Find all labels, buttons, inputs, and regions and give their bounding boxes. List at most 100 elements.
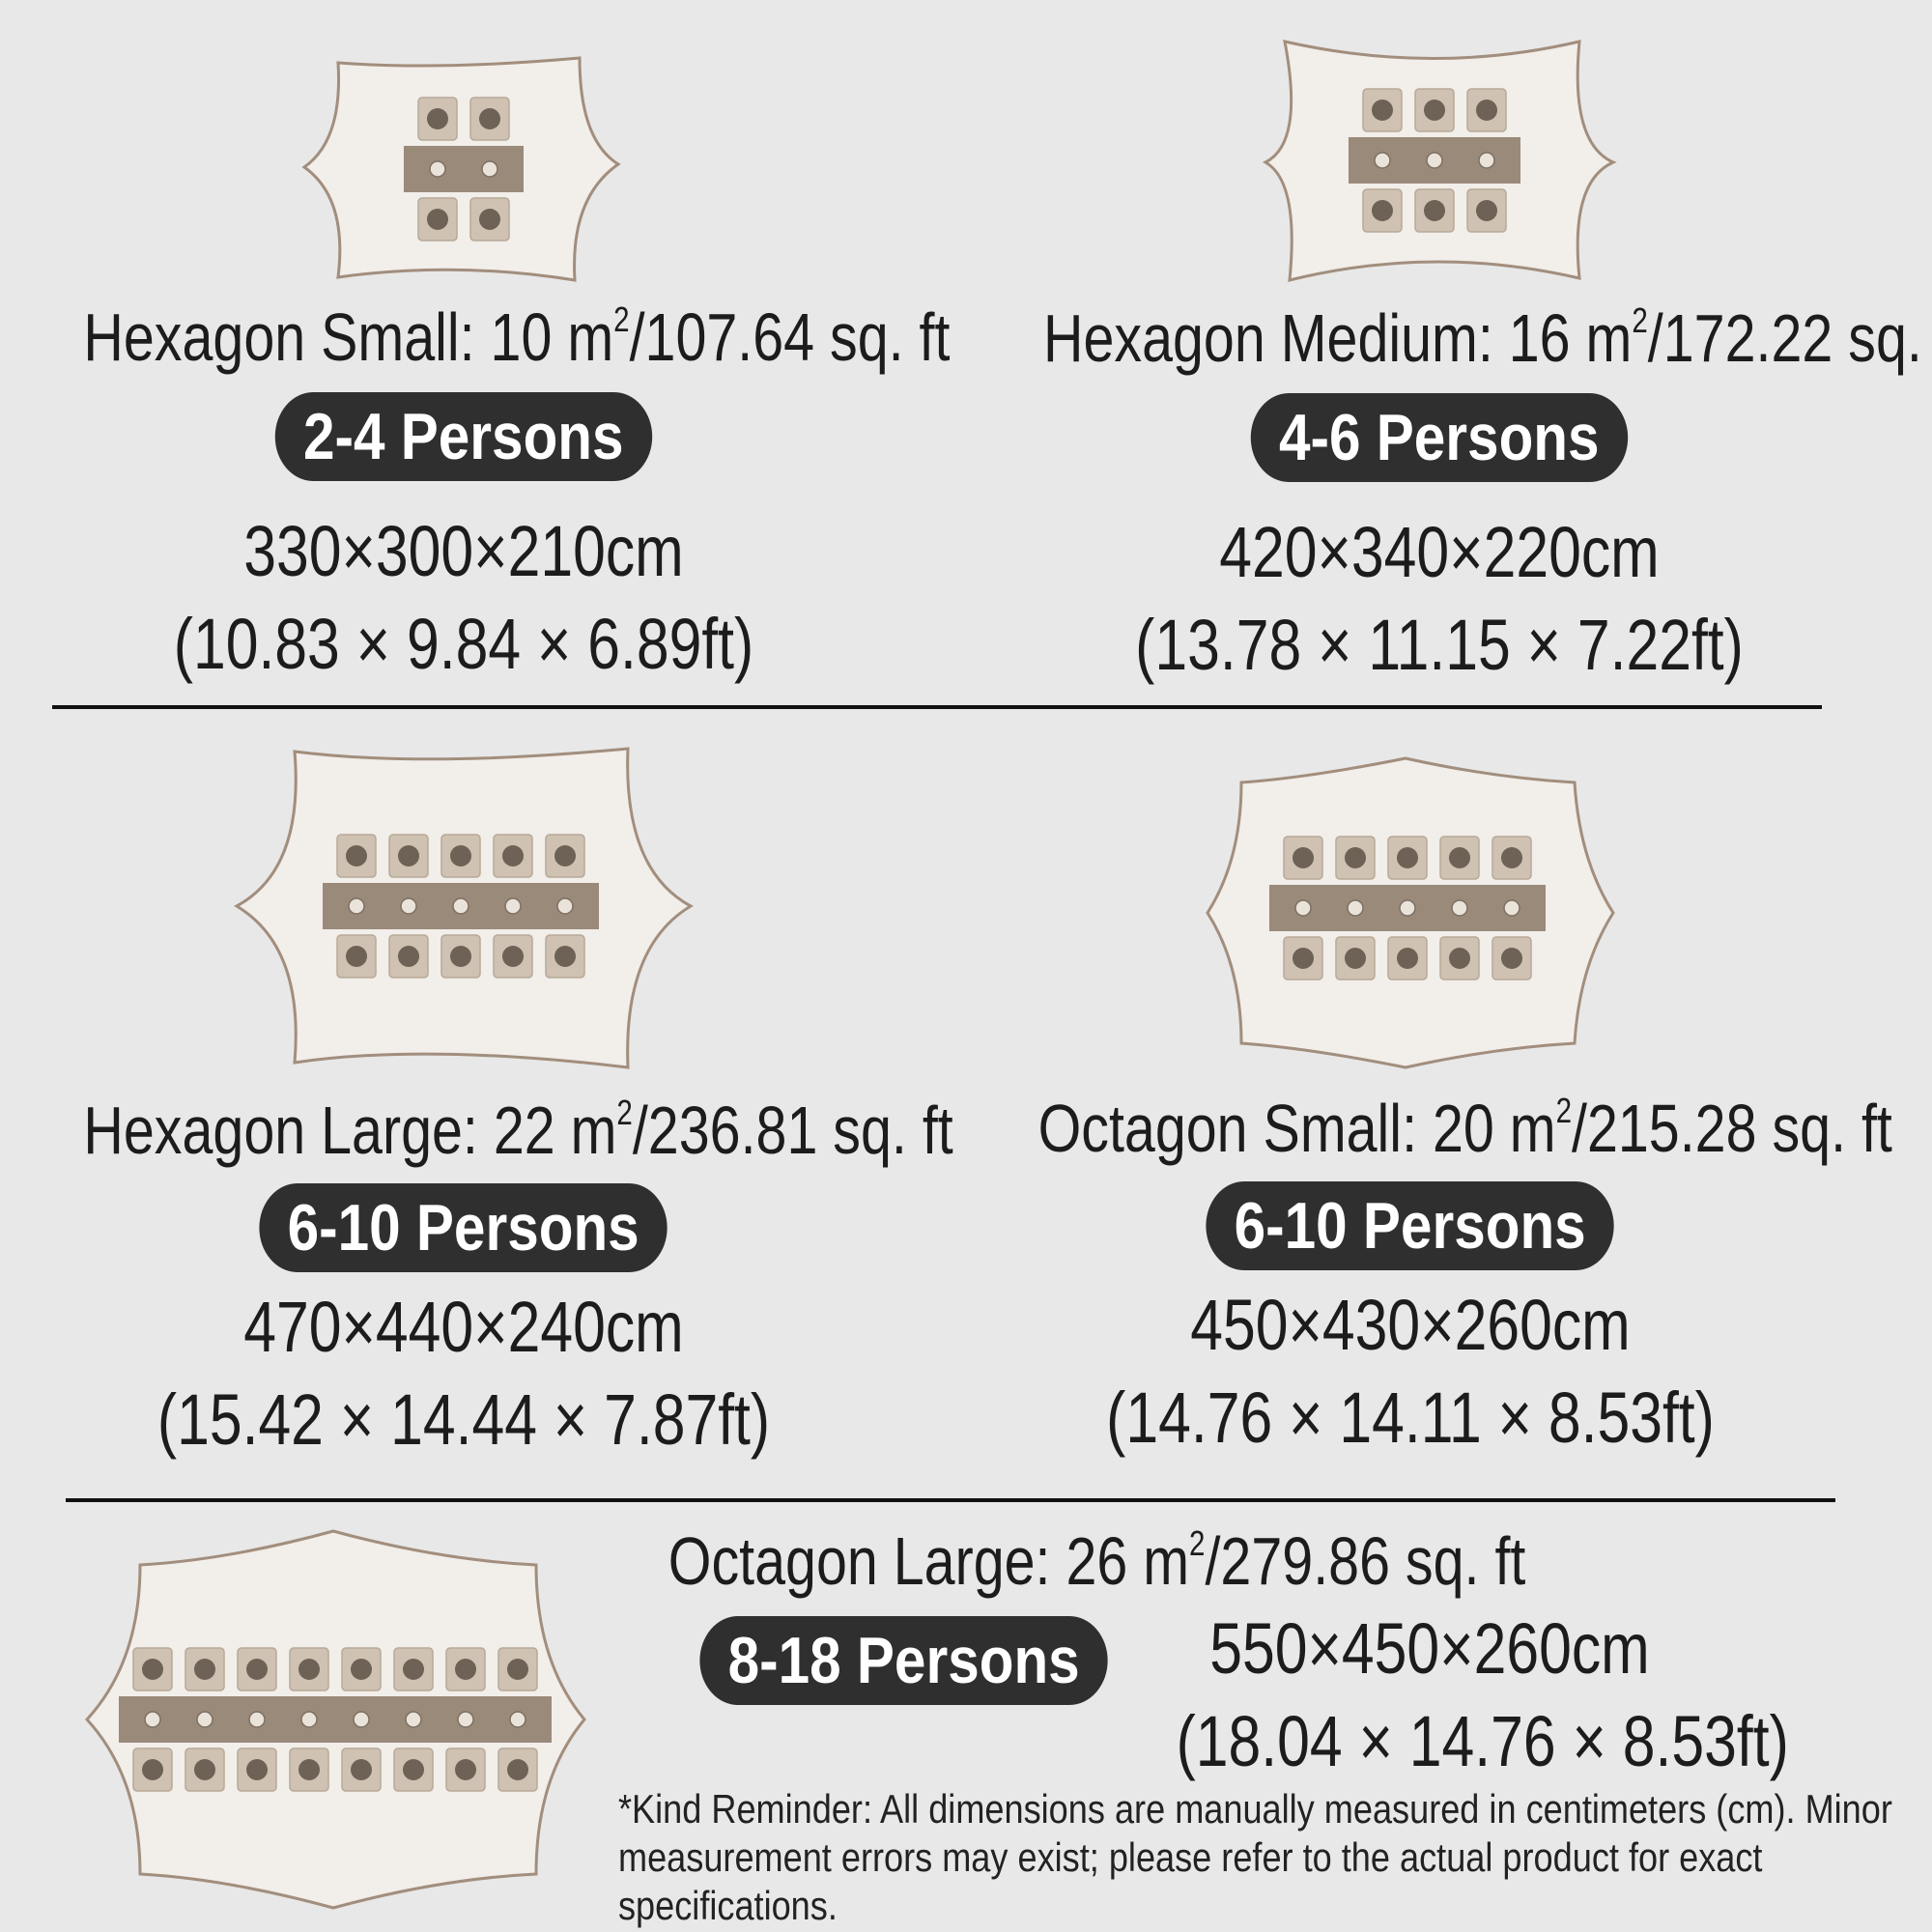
divider (66, 1498, 1835, 1502)
person-shape (1345, 847, 1366, 868)
person-shape (554, 845, 576, 867)
person-shape (427, 209, 448, 230)
plate-shape (509, 1711, 526, 1728)
person-shape (403, 1659, 424, 1680)
product-title: Octagon Large: 26 m2/279.86 sq. ft (668, 1523, 1526, 1599)
person-shape (1476, 99, 1497, 121)
dimensions-ft: (18.04 × 14.76 × 8.53ft) (1176, 1701, 1789, 1781)
person-shape (427, 108, 448, 129)
person-shape (1424, 200, 1445, 221)
persons-badge: 2-4 Persons (274, 392, 653, 481)
person-shape (194, 1659, 215, 1680)
person-shape (479, 209, 500, 230)
plate-shape (300, 1711, 318, 1728)
person-shape (1501, 948, 1522, 969)
plate-shape (1374, 152, 1391, 169)
dimensions-ft: (14.76 × 14.11 × 8.53ft) (1106, 1378, 1715, 1458)
person-shape (1372, 200, 1393, 221)
plate-shape (1503, 899, 1520, 917)
person-shape (1501, 847, 1522, 868)
kind-reminder-note: *Kind Reminder: All dimensions are manua… (618, 1786, 1892, 1928)
plate-shape (1294, 899, 1312, 917)
plate-shape (144, 1711, 161, 1728)
person-shape (1449, 847, 1470, 868)
product-octagon-large-badge: 8-18 Persons (667, 1616, 1111, 1705)
person-shape (507, 1659, 528, 1680)
person-shape (351, 1659, 372, 1680)
plate-shape (429, 160, 446, 178)
product-hexagon-small: Hexagon Small: 10 m2/107.64 sq. ft 2-4 P… (0, 53, 951, 684)
table-shape (404, 146, 524, 192)
table-shape (119, 1696, 552, 1743)
plate-shape (196, 1711, 213, 1728)
tent-diagram-octagon-small (1206, 756, 1615, 1069)
dimensions-ft: (13.78 × 11.15 × 7.22ft) (1135, 605, 1744, 685)
person-shape (450, 845, 471, 867)
product-octagon-large-title: Octagon Large: 26 m2/279.86 sq. ft (580, 1523, 1565, 1599)
person-shape (450, 946, 471, 967)
person-shape (1397, 847, 1418, 868)
person-shape (142, 1759, 163, 1780)
persons-badge: 8-18 Persons (699, 1616, 1108, 1705)
product-octagon-large-diagram (82, 1526, 589, 1913)
dimensions-cm: 330×300×210cm (243, 511, 684, 591)
plate-shape (457, 1711, 474, 1728)
persons-badge: 4-6 Persons (1250, 393, 1629, 482)
persons-badge: 6-10 Persons (1206, 1181, 1615, 1270)
plate-shape (1347, 899, 1364, 917)
person-shape (1397, 948, 1418, 969)
person-shape (194, 1759, 215, 1780)
persons-badge: 6-10 Persons (259, 1183, 668, 1272)
plate-shape (400, 897, 417, 915)
product-title: Octagon Small: 20 m2/215.28 sq. ft (1037, 1091, 1892, 1166)
plate-shape (353, 1711, 370, 1728)
person-shape (1424, 99, 1445, 121)
product-hexagon-medium: Hexagon Medium: 16 m2/172.22 sq. ft 4-6 … (956, 37, 1932, 685)
plate-shape (1426, 152, 1443, 169)
person-shape (298, 1659, 320, 1680)
person-shape (398, 845, 419, 867)
person-shape (1293, 948, 1314, 969)
person-shape (1345, 948, 1366, 969)
person-shape (1449, 948, 1470, 969)
product-octagon-small: Octagon Small: 20 m2/215.28 sq. ft 6-10 … (956, 753, 1892, 1458)
person-shape (502, 845, 524, 867)
product-title: Hexagon Large: 22 m2/236.81 sq. ft (83, 1093, 953, 1168)
tent-diagram-hexagon-large (233, 747, 695, 1069)
dimensions-cm: 470×440×240cm (243, 1287, 684, 1367)
dimensions-cm: 420×340×220cm (1219, 512, 1660, 592)
plate-shape (504, 897, 522, 915)
person-shape (246, 1659, 268, 1680)
tent-diagram-hexagon-medium (1262, 40, 1617, 282)
person-shape (351, 1759, 372, 1780)
person-shape (298, 1759, 320, 1780)
plate-shape (248, 1711, 266, 1728)
plate-shape (481, 160, 498, 178)
dimensions-cm: 550×450×260cm (1209, 1608, 1650, 1689)
person-shape (507, 1759, 528, 1780)
plate-shape (1451, 899, 1468, 917)
dimensions-cm: 450×430×260cm (1190, 1285, 1631, 1365)
person-shape (455, 1759, 476, 1780)
person-shape (1293, 847, 1314, 868)
person-shape (346, 845, 367, 867)
person-shape (142, 1659, 163, 1680)
person-shape (502, 946, 524, 967)
dimensions-ft: (10.83 × 9.84 × 6.89ft) (173, 604, 754, 684)
person-shape (479, 108, 500, 129)
tent-diagram-hexagon-small (301, 56, 621, 282)
plate-shape (1478, 152, 1495, 169)
product-title: Hexagon Small: 10 m2/107.64 sq. ft (83, 299, 951, 375)
tent-diagram-octagon-large (84, 1529, 586, 1910)
person-shape (246, 1759, 268, 1780)
person-shape (403, 1759, 424, 1780)
product-title: Hexagon Medium: 16 m2/172.22 sq. ft (1043, 300, 1932, 376)
person-shape (398, 946, 419, 967)
plate-shape (348, 897, 365, 915)
person-shape (1372, 99, 1393, 121)
product-octagon-large-dims: 550×450×260cm (18.04 × 14.76 × 8.53ft) (1121, 1608, 1789, 1781)
person-shape (554, 946, 576, 967)
plate-shape (405, 1711, 422, 1728)
person-shape (1476, 200, 1497, 221)
person-shape (455, 1659, 476, 1680)
